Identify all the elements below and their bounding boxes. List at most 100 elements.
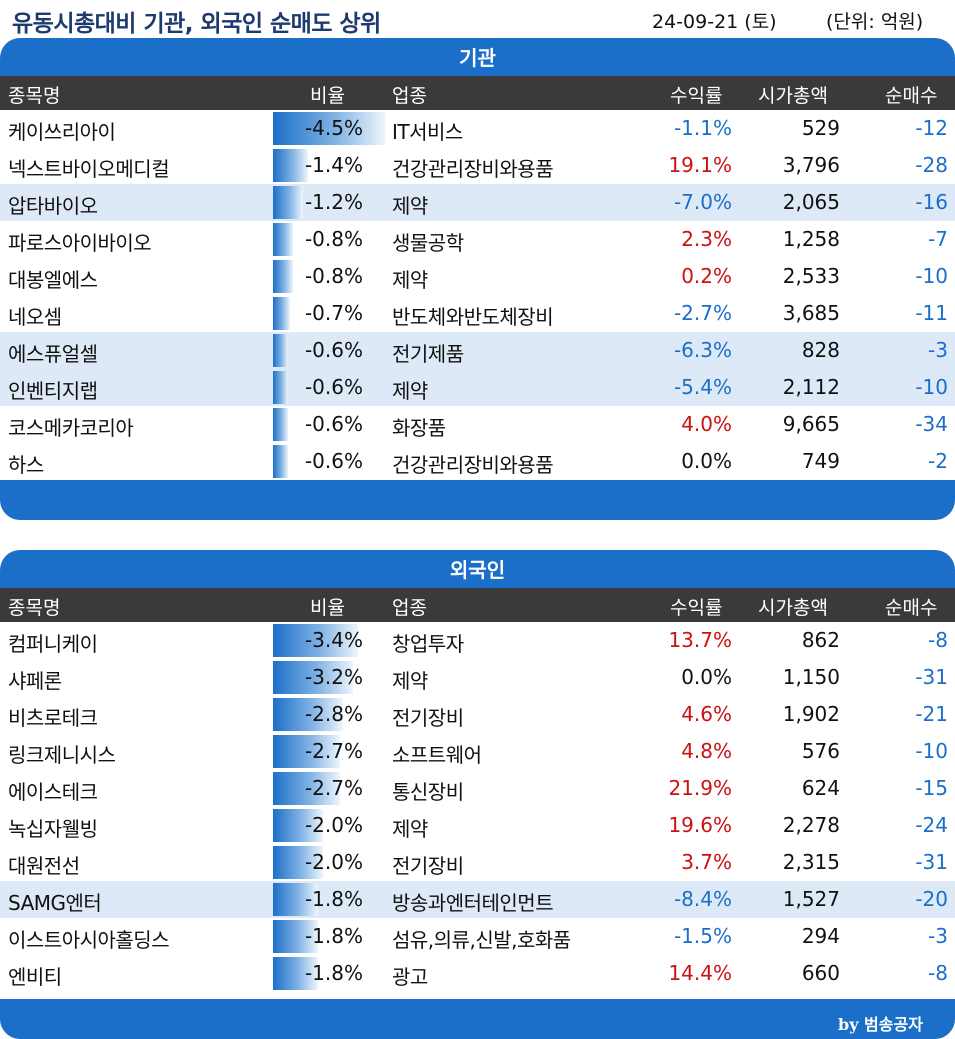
ratio-bar	[273, 624, 358, 657]
ratio-value: -1.8%	[304, 924, 363, 948]
table-row: 네오셈 -0.7% 반도체와반도체장비 -2.7% 3,685 -11	[0, 295, 955, 332]
ratio-value: -1.4%	[304, 153, 363, 177]
net-sell-value: -10	[915, 739, 948, 763]
table-row: 압타바이오 -1.2% 제약 -7.0% 2,065 -16	[0, 184, 955, 221]
market-cap: 3,685	[782, 301, 840, 325]
table-row: 인벤티지랩 -0.6% 제약 -5.4% 2,112 -10	[0, 369, 955, 406]
industry: 광고	[392, 965, 428, 989]
industry: 창업투자	[392, 632, 464, 656]
return-value: 4.6%	[681, 702, 732, 726]
industry: 소프트웨어	[392, 743, 482, 767]
foreign-section-title: 외국인	[0, 550, 955, 588]
industry: 제약	[392, 268, 428, 292]
return-value: 21.9%	[668, 776, 732, 800]
ratio-value: -2.7%	[304, 739, 363, 763]
table-row: 이스트아시아홀딩스 -1.8% 섬유,의류,신발,호화품 -1.5% 294 -3	[0, 918, 955, 955]
market-cap: 828	[801, 338, 840, 362]
col-return-header: 수익률	[670, 597, 723, 619]
market-cap: 2,278	[782, 813, 840, 837]
report-unit: (단위: 억원)	[826, 11, 924, 33]
net-sell-value: -31	[915, 665, 948, 689]
market-cap: 576	[801, 739, 840, 763]
ratio-bar	[273, 186, 303, 219]
foreign-section: 외국인 종목명 비율 업종 수익률 시가총액 순매수 컴퍼니케이 -3.4% 창업투…	[0, 550, 955, 1039]
net-sell-value: -31	[915, 850, 948, 874]
institution-section-footer	[0, 480, 955, 520]
ratio-bar	[273, 149, 308, 182]
stock-name: 대봉엘에스	[8, 268, 98, 292]
ratio-bar	[273, 735, 341, 768]
table-row: 코스메카코리아 -0.6% 화장품 4.0% 9,665 -34	[0, 406, 955, 443]
table-row: 에스퓨얼셀 -0.6% 전기제품 -6.3% 828 -3	[0, 332, 955, 369]
ratio-bar	[273, 920, 318, 953]
industry: 건강관리장비와용품	[392, 157, 554, 181]
return-value: 2.3%	[681, 227, 732, 251]
ratio-value: -3.4%	[304, 628, 363, 652]
stock-name: 파로스아이바이오	[8, 231, 152, 255]
col-return-header: 수익률	[670, 85, 723, 107]
stock-name: 샤페론	[8, 669, 62, 693]
table-row: 넥스트바이오메디컬 -1.4% 건강관리장비와용품 19.1% 3,796 -28	[0, 147, 955, 184]
return-value: 3.7%	[681, 850, 732, 874]
institution-section-title: 기관	[0, 38, 955, 76]
report-title: 유동시총대비 기관, 외국인 순매도 상위	[12, 11, 381, 37]
ratio-value: -2.0%	[304, 813, 363, 837]
col-name-header: 종목명	[8, 597, 61, 619]
author-credit: by 범송공자	[838, 1015, 923, 1034]
return-value: 14.4%	[668, 961, 732, 985]
ratio-bar	[273, 371, 288, 404]
net-sell-value: -28	[915, 153, 948, 177]
col-net-header: 순매수	[885, 597, 938, 619]
ratio-bar	[273, 297, 291, 330]
foreign-column-header: 종목명 비율 업종 수익률 시가총액 순매수	[0, 588, 955, 622]
ratio-value: -1.2%	[304, 190, 363, 214]
ratio-value: -2.0%	[304, 850, 363, 874]
report-header: 유동시총대비 기관, 외국인 순매도 상위 24-09-21 (토) (단위: …	[0, 0, 955, 38]
stock-name: 녹십자웰빙	[8, 817, 98, 841]
stock-name: 코스메카코리아	[8, 416, 134, 440]
market-cap: 624	[801, 776, 840, 800]
market-cap: 2,315	[782, 850, 840, 874]
ratio-bar	[273, 260, 293, 293]
ratio-value: -0.6%	[304, 375, 363, 399]
table-row: 대봉엘에스 -0.8% 제약 0.2% 2,533 -10	[0, 258, 955, 295]
col-ratio-header: 비율	[310, 85, 345, 107]
industry: 전기장비	[392, 854, 464, 878]
ratio-value: -2.7%	[304, 776, 363, 800]
net-sell-value: -10	[915, 264, 948, 288]
net-sell-value: -15	[915, 776, 948, 800]
table-row: 대원전선 -2.0% 전기장비 3.7% 2,315 -31	[0, 844, 955, 881]
ratio-bar	[273, 112, 385, 145]
stock-name: 인벤티지랩	[8, 379, 98, 403]
return-value: -6.3%	[673, 338, 732, 362]
ratio-value: -0.6%	[304, 412, 363, 436]
ratio-value: -3.2%	[304, 665, 363, 689]
return-value: 13.7%	[668, 628, 732, 652]
col-market-cap-header: 시가총액	[758, 85, 828, 107]
net-sell-value: -34	[915, 412, 948, 436]
stock-name: 네오셈	[8, 305, 62, 329]
ratio-bar	[273, 223, 293, 256]
market-cap: 294	[801, 924, 840, 948]
return-value: 4.0%	[681, 412, 732, 436]
net-sell-value: -8	[928, 628, 948, 652]
stock-name: 엔비티	[8, 965, 62, 989]
market-cap: 1,902	[782, 702, 840, 726]
foreign-section-footer	[0, 999, 955, 1039]
return-value: -1.5%	[673, 924, 732, 948]
institution-section: 기관 종목명 비율 업종 수익률 시가총액 순매수 케이쓰리아이 -4.5% IT서…	[0, 38, 955, 520]
return-value: 4.8%	[681, 739, 732, 763]
market-cap: 1,527	[782, 887, 840, 911]
col-name-header: 종목명	[8, 85, 61, 107]
market-cap: 1,258	[782, 227, 840, 251]
table-row: 파로스아이바이오 -0.8% 생물공학 2.3% 1,258 -7	[0, 221, 955, 258]
industry: 제약	[392, 379, 428, 403]
ratio-value: -0.6%	[304, 338, 363, 362]
industry: 생물공학	[392, 231, 464, 255]
table-row: 샤페론 -3.2% 제약 0.0% 1,150 -31	[0, 659, 955, 696]
ratio-bar	[273, 445, 288, 478]
net-sell-value: -12	[915, 116, 948, 140]
market-cap: 1,150	[782, 665, 840, 689]
industry: 화장품	[392, 416, 446, 440]
market-cap: 2,112	[782, 375, 840, 399]
